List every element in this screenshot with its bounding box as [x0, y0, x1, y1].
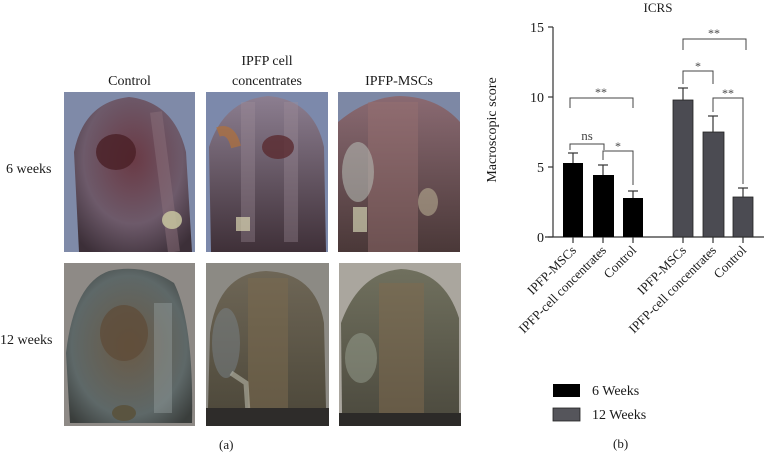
sig-label-double-star: **: [595, 85, 607, 99]
column-title-control: Control: [64, 72, 195, 92]
significance-labels: ns * ** * ** **: [581, 26, 734, 153]
bar-12w-cell-concentrates: [702, 131, 725, 238]
x-ticks: [572, 237, 744, 243]
series-12-weeks: [672, 87, 754, 238]
photo-6w-cell-concentrates: [206, 92, 328, 252]
column-title-cell-concentrates: IPFP cell concentrates: [200, 52, 334, 92]
x-label-6w-control: Control: [600, 242, 639, 281]
panel-label-a: (a): [219, 437, 234, 452]
column-title-text: IPFP-MSCs: [365, 74, 433, 89]
sig-label-ns: ns: [581, 128, 593, 143]
y-tick-labels: 15 10 5 0: [530, 21, 544, 246]
photo-12w-control: [64, 263, 195, 426]
photo-6w-ipfp-mscs: [338, 92, 460, 252]
bar-6w-cell-concentrates: [593, 175, 614, 237]
bar-6w-ipfp-mscs: [563, 163, 583, 237]
photo-12w-ipfp-mscs: [339, 263, 461, 426]
y-tick-10: 10: [530, 91, 544, 106]
bar-6w-control: [623, 198, 643, 237]
x-label-12w-control: Control: [710, 242, 749, 281]
chart-title: ICRS: [644, 0, 673, 15]
y-tick-0: 0: [537, 231, 544, 246]
y-tick-15: 15: [530, 21, 544, 36]
row-label-6-weeks: 6 weeks: [6, 162, 52, 177]
legend-label-6-weeks: 6 Weeks: [592, 384, 639, 399]
column-title-ipfp-mscs: IPFP-MSCs: [335, 72, 463, 92]
sig-label-star-12w: *: [695, 59, 701, 73]
panel-label-b: (b): [613, 436, 628, 451]
sig-label-double-star-12w-top: **: [708, 26, 720, 40]
series-6-weeks: [563, 152, 643, 237]
photo-6w-control: [64, 92, 195, 252]
legend-swatch-6-weeks: [553, 384, 580, 397]
legend: 6 Weeks 12 Weeks: [552, 384, 646, 423]
error-bars-6w: [568, 152, 638, 198]
column-title-text-line1: IPFP cell: [241, 54, 293, 69]
bar-12w-ipfp-mscs: [672, 99, 694, 238]
x-tick-labels: IPFP-MSCs IPFP-cell concentrates Control…: [516, 242, 750, 336]
y-tick-5: 5: [537, 161, 544, 176]
sig-label-star: *: [615, 139, 621, 153]
column-title-text-line2: concentrates: [232, 74, 302, 89]
error-bars-12w: [678, 87, 748, 197]
icrs-bar-chart: ICRS Macroscopic score 15 10 5 0: [485, 0, 764, 451]
y-axis-label: Macroscopic score: [485, 77, 500, 182]
sig-label-double-star-12w: **: [722, 86, 734, 100]
legend-label-12-weeks: 12 Weeks: [592, 408, 646, 423]
row-label-12-weeks: 12 weeks: [0, 333, 53, 348]
legend-swatch-12-weeks: [552, 407, 581, 422]
photo-12w-cell-concentrates: [206, 263, 329, 426]
bar-12w-control: [732, 196, 754, 238]
significance-brackets: [569, 38, 747, 185]
column-title-text: Control: [108, 74, 151, 89]
